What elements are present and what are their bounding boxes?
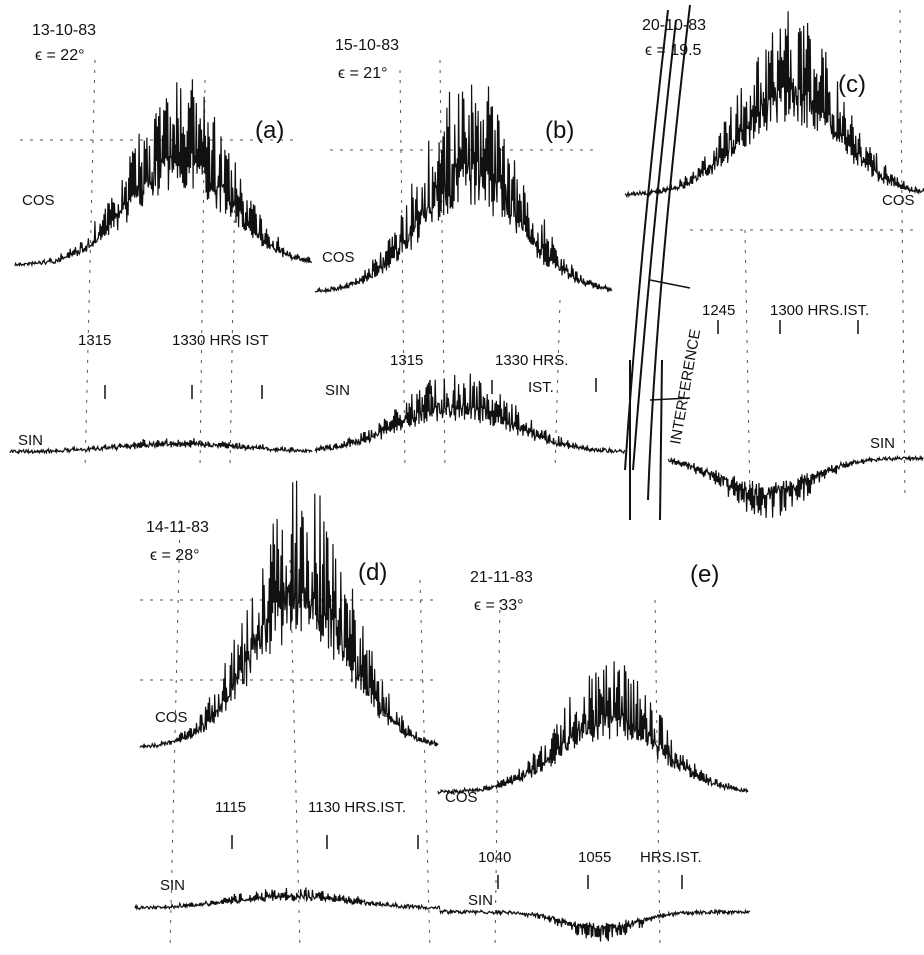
grid xyxy=(229,179,236,471)
trace xyxy=(667,454,924,518)
grid xyxy=(399,69,406,471)
time-label: 1315 xyxy=(78,332,111,349)
time-label: 1115 xyxy=(215,799,246,816)
trace-label: COS xyxy=(155,709,188,726)
interference xyxy=(647,4,691,501)
date: 15-10-83 xyxy=(335,37,399,54)
grid xyxy=(169,519,181,951)
time-label: 1130 HRS.IST. xyxy=(308,799,406,816)
date: 14-11-83 xyxy=(146,519,209,536)
date: 13-10-83 xyxy=(32,22,96,39)
panel-label: (a) xyxy=(255,117,284,144)
trace xyxy=(139,480,439,749)
trace-label: SIN xyxy=(18,432,43,449)
trace xyxy=(314,84,613,295)
time-label: 1300 HRS.IST. xyxy=(770,302,869,319)
trace xyxy=(624,11,924,199)
trace-label: COS xyxy=(22,192,55,209)
time-label: 1245 xyxy=(702,302,735,319)
trace-label: COS xyxy=(882,192,915,209)
time-label: IST. xyxy=(528,379,554,396)
time-label: 1330 HRS IST xyxy=(172,332,269,349)
trace-label: SIN xyxy=(870,435,895,452)
trace-label: SIN xyxy=(325,382,350,399)
interference xyxy=(632,19,677,471)
grid xyxy=(419,579,431,951)
trace-label: SIN xyxy=(468,892,493,909)
elevation: ϵ = 19.5 xyxy=(645,42,702,59)
trace xyxy=(437,661,749,795)
time-label: 1315 xyxy=(390,352,423,369)
elevation: ϵ = 21° xyxy=(338,65,388,82)
time-label: 1330 HRS. xyxy=(495,352,568,369)
date: 20-10-83 xyxy=(642,17,706,34)
elevation: ϵ = 28° xyxy=(150,547,200,564)
panel-label: (c) xyxy=(838,71,866,98)
trace-label: SIN xyxy=(160,877,185,894)
grid xyxy=(899,9,906,501)
traces xyxy=(9,4,924,951)
elevation: ϵ = 22° xyxy=(35,47,85,64)
trace-label: COS xyxy=(322,249,355,266)
time-label: HRS.IST. xyxy=(640,849,702,866)
grid xyxy=(744,229,751,501)
panel-label: (b) xyxy=(545,117,574,144)
trace xyxy=(14,79,313,268)
panel-label: (e) xyxy=(690,561,719,588)
trace xyxy=(9,438,313,455)
grid xyxy=(494,599,501,951)
panel-label: (d) xyxy=(358,559,387,586)
trace xyxy=(134,887,441,911)
grid xyxy=(654,599,661,951)
date: 21-11-83 xyxy=(470,569,533,586)
annotation: INTERFERENCE xyxy=(667,328,704,446)
interference xyxy=(659,359,663,521)
grid xyxy=(554,299,561,471)
trace-label: COS xyxy=(445,789,478,806)
trace xyxy=(314,373,626,455)
grid xyxy=(84,59,96,471)
elevation: ϵ = 33° xyxy=(474,597,524,614)
time-label: 1040 xyxy=(478,849,511,866)
time-label: 1055 xyxy=(578,849,611,866)
trace xyxy=(439,908,751,942)
arrow xyxy=(649,279,691,401)
